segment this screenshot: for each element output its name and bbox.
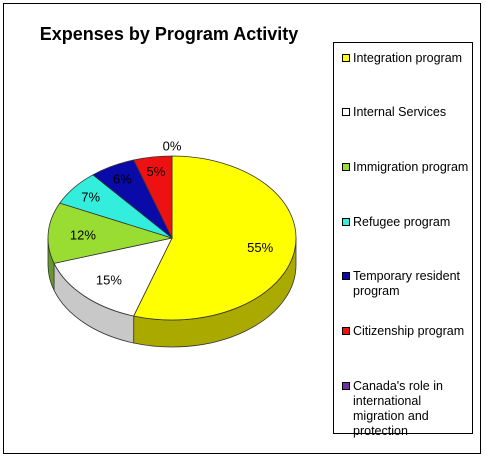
legend-item-temporary-resident-program: Temporary resident program bbox=[342, 269, 470, 299]
pie-slices bbox=[47, 155, 297, 321]
legend-swatch bbox=[342, 382, 350, 390]
legend-item-canada-s-role-in-international-migration-and-protection: Canada's role in international migration… bbox=[342, 379, 470, 439]
legend-label: Immigration program bbox=[353, 160, 469, 174]
legend-item-internal-services: Internal Services bbox=[342, 105, 470, 120]
legend-swatch bbox=[342, 54, 350, 62]
legend-swatch bbox=[342, 218, 350, 226]
legend-swatch bbox=[342, 272, 350, 280]
data-label-temporary-resident-program: 6% bbox=[113, 171, 132, 186]
pie-slice-citizenship-program bbox=[133, 155, 173, 239]
legend-item-integration-program: Integration program bbox=[342, 51, 470, 66]
legend-item-refugee-program: Refugee program bbox=[342, 215, 470, 230]
legend-label: Integration program bbox=[353, 51, 463, 65]
legend-item-immigration-program: Immigration program bbox=[342, 160, 470, 175]
pie-slice-integration-program bbox=[133, 155, 297, 321]
legend-label: Internal Services bbox=[353, 105, 447, 119]
pie-slice-internal-services bbox=[53, 237, 173, 317]
data-labels: 55% 15% 12% 7% 6% 5% 0% bbox=[70, 138, 274, 287]
chart-title: Expenses by Program Activity bbox=[39, 24, 299, 44]
pie-slice-immigration-program bbox=[47, 202, 174, 264]
legend-swatch bbox=[342, 327, 350, 335]
legend-label: Refugee program bbox=[353, 215, 451, 229]
data-label-immigration-program: 12% bbox=[70, 227, 96, 242]
legend-label: Temporary resident program bbox=[353, 269, 460, 298]
data-label-citizenship-program: 5% bbox=[147, 164, 166, 179]
legend-item-citizenship-program: Citizenship program bbox=[342, 324, 470, 339]
legend-swatch bbox=[342, 108, 350, 116]
legend-swatch bbox=[342, 163, 350, 171]
data-label-canada-s-role-in-international-migration-and-protection: 0% bbox=[163, 138, 182, 153]
data-label-internal-services: 15% bbox=[96, 273, 122, 288]
legend-label: Canada's role in international migration… bbox=[353, 379, 443, 438]
legend-label: Citizenship program bbox=[353, 324, 465, 338]
data-label-integration-program: 55% bbox=[247, 240, 273, 255]
data-label-refugee-program: 7% bbox=[81, 189, 100, 204]
legend: Integration program Internal Services Immi… bbox=[333, 42, 473, 438]
